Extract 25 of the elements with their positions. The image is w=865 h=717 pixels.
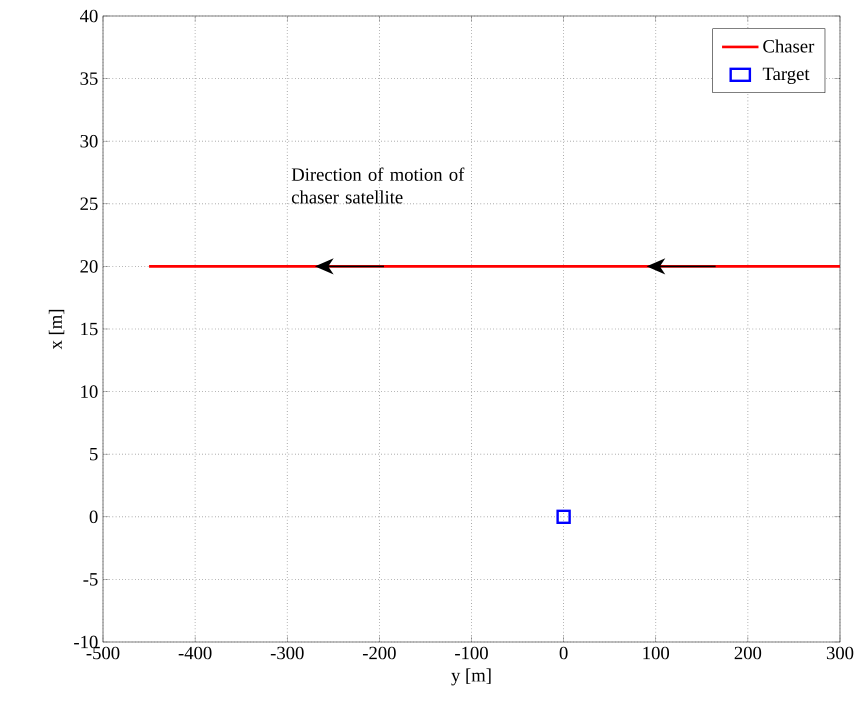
x-tick-label: 0 (560, 646, 568, 660)
y-tick-label: 20 (80, 260, 98, 273)
y-tick-label: 30 (80, 134, 98, 148)
x-tick-label: -200 (362, 646, 396, 660)
x-tick-label: 100 (643, 646, 670, 660)
x-tick-label: -100 (455, 646, 488, 660)
y-tick-label: 40 (80, 10, 98, 22)
x-tick-label: -300 (270, 646, 304, 660)
x-tick-label: 200 (734, 646, 762, 660)
x-tick-label: -500 (86, 646, 120, 660)
y-axis-title: x [m] (48, 310, 64, 350)
x-tick-label: 300 (826, 646, 854, 660)
y-tick-label: 5 (90, 448, 98, 460)
y-tick-label: -10 (74, 636, 98, 648)
y-tick-label: 35 (80, 72, 98, 85)
y-tick-label: 25 (80, 198, 98, 210)
y-tick-label: -5 (83, 573, 98, 586)
y-tick-label: 0 (90, 510, 98, 524)
annotation: Direction of motion of chaser satellite (292, 168, 464, 204)
y-tick-label: 15 (81, 322, 98, 336)
x-tick-label: -400 (178, 646, 212, 660)
legend-label: Target (762, 68, 810, 84)
y-tick-label: 10 (81, 385, 98, 398)
legend-label: Chaser (763, 39, 814, 53)
x-axis-title: y [m] (451, 668, 491, 686)
